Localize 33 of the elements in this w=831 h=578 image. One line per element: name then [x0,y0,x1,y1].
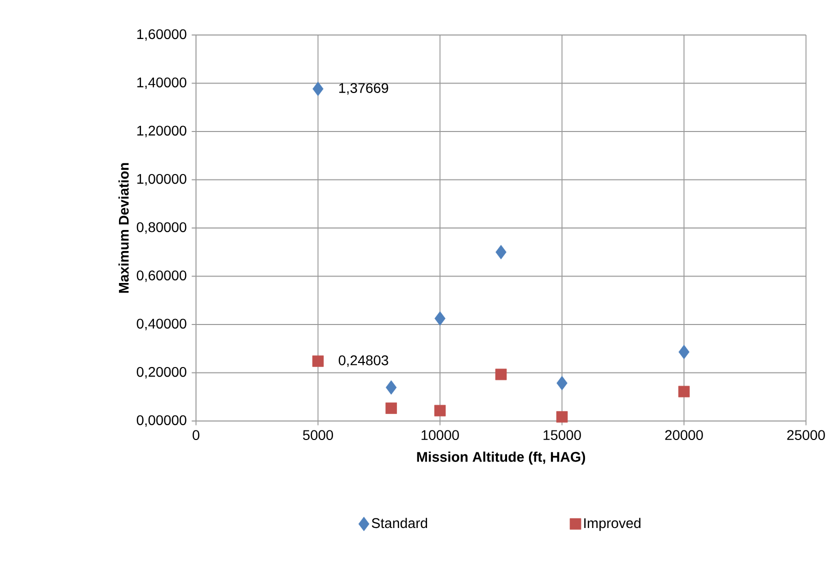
point [678,344,690,360]
data-label: 0,24803 [338,355,388,367]
y-tick-label: 0,40000 [136,318,186,330]
point [495,368,507,380]
point [312,355,324,367]
y-tick-label: 0,00000 [136,415,186,427]
data-label: 1,37669 [339,83,388,95]
point [496,244,506,260]
point [312,82,324,96]
x-tick-label: 10000 [422,430,459,440]
point [434,404,446,416]
y-tick-label: 0,80000 [136,222,186,234]
x-tick-label: 0 [192,430,200,440]
point [386,380,397,395]
point [556,411,568,423]
y-tick-label: 1,60000 [137,29,186,41]
y-tick-label: 0,20000 [136,366,186,379]
y-tick-label: 0,60000 [136,270,186,282]
x-tick-label: 5000 [302,430,334,440]
x-tick-label: 20000 [665,430,703,440]
point [556,376,568,390]
point [386,402,397,414]
point [678,386,690,398]
y-tick-label: 1,00000 [137,174,186,186]
x-tick-label: 15000 [544,430,581,440]
y-axis-title: Maximum Deviation [118,163,129,293]
legend-label: Improved [584,518,640,531]
y-tick-label: 1,20000 [137,126,186,138]
y-tick-label: 1,40000 [137,77,186,90]
point [434,311,446,326]
x-axis-title: Mission Altitude (ft, HAG) [417,452,586,465]
x-tick-label: 25000 [787,430,825,440]
legend-label: Standard [372,518,428,528]
